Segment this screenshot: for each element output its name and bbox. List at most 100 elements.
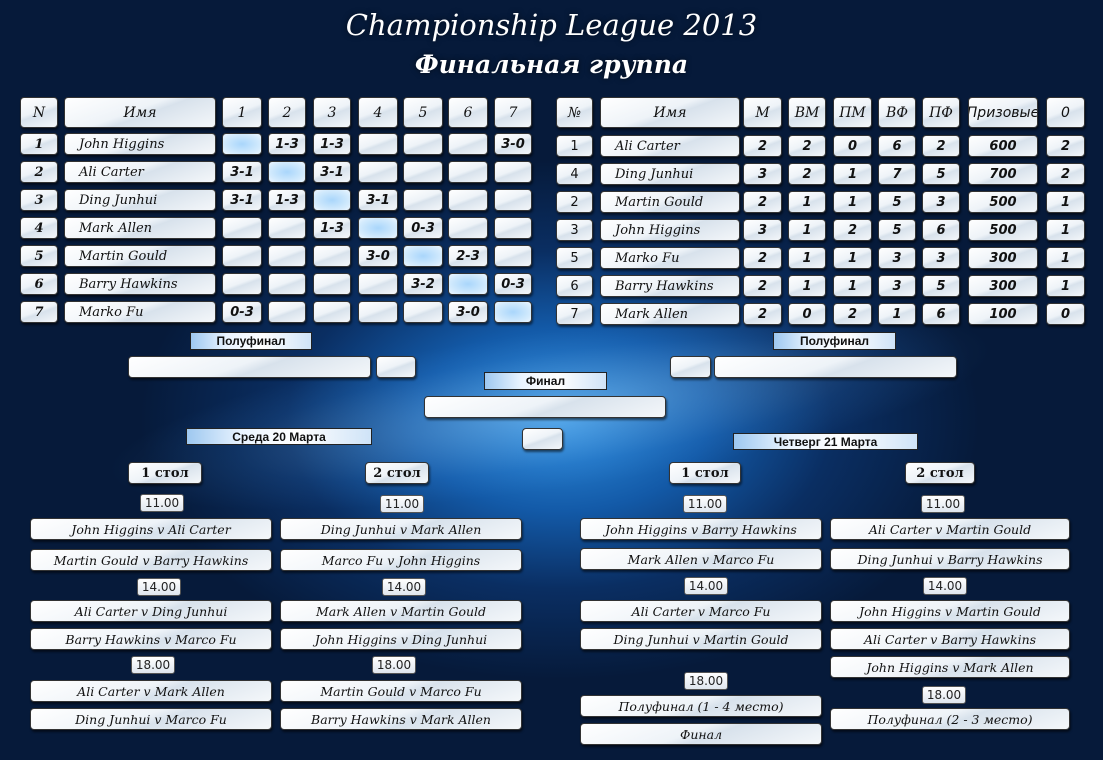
result-cell[interactable]: 3-0 [494, 133, 532, 155]
result-cell[interactable] [313, 301, 351, 323]
result-cell[interactable]: 1-3 [268, 189, 306, 211]
result-cell[interactable]: 3-0 [358, 245, 398, 267]
group-row-player[interactable]: Mark Allen [64, 217, 216, 239]
self-match-cell[interactable] [222, 133, 262, 155]
result-cell[interactable] [403, 189, 443, 211]
group-row-player[interactable]: Marko Fu [64, 301, 216, 323]
match-entry[interactable]: Mark Allen v Martin Gould [280, 600, 522, 622]
self-match-cell[interactable] [494, 301, 532, 323]
result-cell[interactable]: 0-3 [494, 273, 532, 295]
group-row-number: 4 [20, 217, 58, 239]
match-entry[interactable]: Финал [580, 723, 822, 745]
match-entry[interactable]: Ding Junhui v Martin Gould [580, 628, 822, 650]
match-entry[interactable]: Barry Hawkins v Mark Allen [280, 708, 522, 730]
result-cell[interactable] [268, 217, 306, 239]
self-match-cell[interactable] [268, 161, 306, 183]
semifinal-right-score-slot[interactable] [670, 356, 711, 378]
self-match-cell[interactable] [403, 245, 443, 267]
match-entry[interactable]: Полуфинал (1 - 4 место) [580, 695, 822, 717]
standings-value: 2 [922, 135, 960, 157]
match-entry[interactable]: John Higgins v Barry Hawkins [580, 518, 822, 540]
result-cell[interactable] [358, 161, 398, 183]
result-cell[interactable] [448, 189, 488, 211]
result-cell[interactable]: 0-3 [222, 301, 262, 323]
match-entry[interactable]: Barry Hawkins v Marco Fu [30, 628, 272, 650]
match-entry[interactable]: John Higgins v Ding Junhui [280, 628, 522, 650]
standings-number: 7 [556, 303, 593, 325]
standings-header-cell: 0 [1046, 97, 1085, 128]
match-entry[interactable]: Mark Allen v Marco Fu [580, 548, 822, 570]
match-entry[interactable]: John Higgins v Martin Gould [830, 600, 1070, 622]
group-header-cell: 5 [403, 97, 443, 128]
result-cell[interactable] [494, 245, 532, 267]
match-entry[interactable]: Martin Gould v Marco Fu [280, 680, 522, 702]
match-entry[interactable]: Ali Carter v Ding Junhui [30, 600, 272, 622]
result-cell[interactable] [448, 217, 488, 239]
match-entry[interactable]: Ding Junhui v Mark Allen [280, 518, 522, 540]
match-entry[interactable]: Ali Carter v Marco Fu [580, 600, 822, 622]
result-cell[interactable] [268, 245, 306, 267]
self-match-cell[interactable] [358, 217, 398, 239]
group-row-player[interactable]: Ali Carter [64, 161, 216, 183]
standings-number: 4 [556, 163, 593, 185]
result-cell[interactable] [403, 301, 443, 323]
result-cell[interactable] [494, 217, 532, 239]
standings-value: 2 [833, 303, 872, 325]
standings-value: 7 [878, 163, 916, 185]
result-cell[interactable]: 3-1 [358, 189, 398, 211]
result-cell[interactable] [448, 133, 488, 155]
match-entry[interactable]: Ding Junhui v Marco Fu [30, 708, 272, 730]
group-row-player[interactable]: Barry Hawkins [64, 273, 216, 295]
result-cell[interactable] [268, 301, 306, 323]
result-cell[interactable]: 3-1 [222, 161, 262, 183]
semifinal-right-player-slot[interactable] [714, 356, 957, 378]
group-row-player[interactable]: John Higgins [64, 133, 216, 155]
match-entry[interactable]: Ali Carter v Martin Gould [830, 518, 1070, 540]
standings-player: Marko Fu [600, 247, 740, 269]
semifinal-left-player-slot[interactable] [128, 356, 371, 378]
result-cell[interactable]: 1-3 [313, 133, 351, 155]
result-cell[interactable] [222, 217, 262, 239]
match-entry[interactable]: John Higgins v Mark Allen [830, 656, 1070, 678]
result-cell[interactable] [313, 273, 351, 295]
standings-value: 3 [878, 247, 916, 269]
result-cell[interactable] [313, 245, 351, 267]
self-match-cell[interactable] [313, 189, 351, 211]
match-entry[interactable]: Ali Carter v Mark Allen [30, 680, 272, 702]
final-player-slot[interactable] [424, 396, 666, 418]
match-entry[interactable]: Полуфинал (2 - 3 место) [830, 708, 1070, 730]
result-cell[interactable] [358, 301, 398, 323]
standings-value: 2 [743, 135, 782, 157]
result-cell[interactable] [403, 133, 443, 155]
result-cell[interactable]: 3-1 [222, 189, 262, 211]
result-cell[interactable] [268, 273, 306, 295]
result-cell[interactable] [358, 133, 398, 155]
result-cell[interactable]: 3-2 [403, 273, 443, 295]
match-entry[interactable]: Marco Fu v John Higgins [280, 549, 522, 571]
result-cell[interactable]: 1-3 [268, 133, 306, 155]
result-cell[interactable] [222, 273, 262, 295]
match-entry[interactable]: John Higgins v Ali Carter [30, 518, 272, 540]
result-cell[interactable] [494, 161, 532, 183]
time-slot: 11.00 [380, 495, 424, 513]
result-cell[interactable] [222, 245, 262, 267]
group-row-player[interactable]: Ding Junhui [64, 189, 216, 211]
result-cell[interactable]: 0-3 [403, 217, 443, 239]
result-cell[interactable]: 3-1 [313, 161, 351, 183]
result-cell[interactable] [494, 189, 532, 211]
result-cell[interactable] [358, 273, 398, 295]
final-score-slot[interactable] [522, 428, 563, 450]
match-entry[interactable]: Ali Carter v Barry Hawkins [830, 628, 1070, 650]
standings-value: 1 [1046, 275, 1085, 297]
result-cell[interactable]: 1-3 [313, 217, 351, 239]
group-row-player[interactable]: Martin Gould [64, 245, 216, 267]
semifinal-left-score-slot[interactable] [376, 356, 416, 378]
match-entry[interactable]: Ding Junhui v Barry Hawkins [830, 548, 1070, 570]
result-cell[interactable] [448, 161, 488, 183]
result-cell[interactable]: 3-0 [448, 301, 488, 323]
standings-value: 1 [878, 303, 916, 325]
result-cell[interactable] [403, 161, 443, 183]
match-entry[interactable]: Martin Gould v Barry Hawkins [30, 549, 272, 571]
result-cell[interactable]: 2-3 [448, 245, 488, 267]
self-match-cell[interactable] [448, 273, 488, 295]
